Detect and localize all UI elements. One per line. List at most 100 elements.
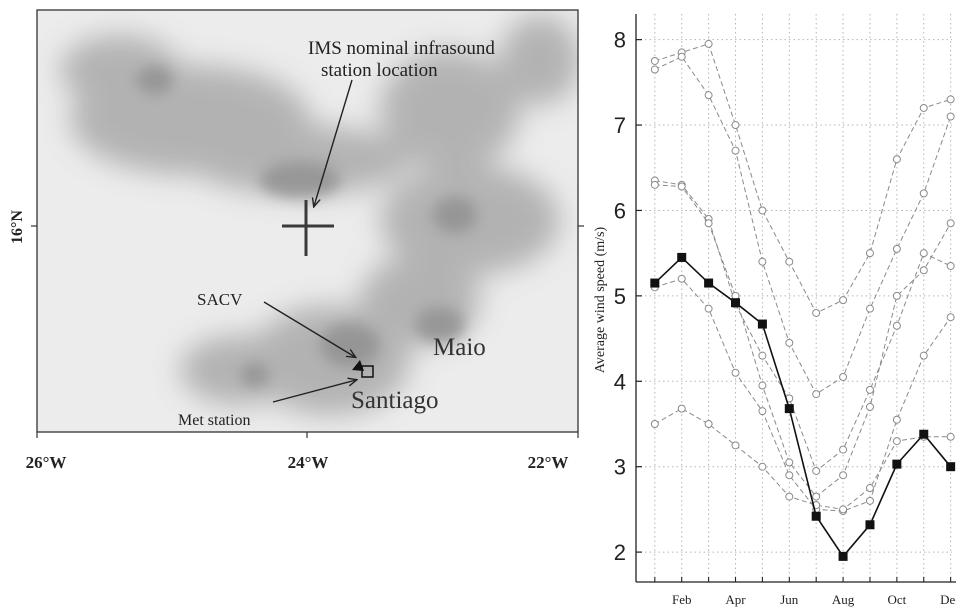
data-point-circle [704, 219, 713, 228]
data-point-square [650, 278, 660, 288]
lon-label-24w: 24°W [288, 453, 329, 472]
grid-layer [636, 14, 952, 582]
data-point-circle [758, 407, 767, 416]
data-point-square [757, 319, 767, 329]
data-point-circle [865, 385, 874, 394]
lon-label-26w: 26°W [26, 453, 67, 472]
data-point-circle [704, 39, 713, 48]
data-point-circle [892, 291, 901, 300]
met-station-marker [361, 365, 374, 378]
series-layer [650, 39, 956, 561]
data-point-circle [812, 308, 821, 317]
series-light-circles [650, 39, 955, 317]
data-point-circle [919, 351, 928, 360]
x-tick-label: Dec [940, 592, 956, 607]
data-point-circle [892, 437, 901, 446]
data-point-circle [704, 91, 713, 100]
data-point-circle [758, 206, 767, 215]
series-line [654, 408, 951, 510]
data-point-circle [812, 492, 821, 501]
lat-label: 16°N [9, 210, 26, 244]
data-point-circle [839, 445, 848, 454]
data-point-circle [731, 146, 740, 155]
data-point-circle [839, 373, 848, 382]
x-tick-label: Aug [832, 592, 855, 607]
data-point-circle [946, 432, 955, 441]
data-point-circle [758, 257, 767, 266]
series-line [654, 180, 951, 472]
data-point-circle [758, 381, 767, 390]
series-line [654, 43, 951, 314]
data-point-circle [946, 219, 955, 228]
data-point-circle [704, 304, 713, 313]
y-axis-title: Average wind speed (m/s) [593, 227, 608, 374]
ims-label-line1: IMS nominal infrasound [308, 38, 495, 59]
y-tick-label: 5 [614, 284, 626, 309]
data-point-square [784, 404, 794, 414]
data-point-circle [839, 505, 848, 514]
data-point-circle [785, 492, 794, 501]
terrain-shading [60, 15, 578, 415]
lon-label-22w: 22°W [528, 453, 569, 472]
ims-arrow [314, 79, 353, 206]
series-light-circles [650, 404, 955, 514]
data-point-circle [865, 402, 874, 411]
data-point-square [865, 520, 875, 530]
series-light-circles [650, 180, 955, 501]
data-point-circle [731, 368, 740, 377]
axis-layer [635, 14, 956, 583]
data-point-square [677, 252, 687, 262]
data-point-square [811, 511, 821, 521]
series-bold-squares [650, 252, 956, 561]
data-point-circle [919, 249, 928, 258]
data-point-circle [812, 390, 821, 399]
data-point-circle [785, 338, 794, 347]
data-point-circle [731, 121, 740, 130]
data-point-circle [946, 261, 955, 270]
map-panel: IMS nominal infrasound station location … [9, 9, 584, 472]
data-point-circle [919, 266, 928, 275]
data-point-square [919, 429, 929, 439]
y-tick-label: 4 [614, 369, 626, 394]
data-point-square [731, 298, 741, 308]
data-point-circle [946, 313, 955, 322]
ims-label-line2: station location [321, 60, 438, 81]
data-point-circle [677, 274, 686, 283]
santiago-label: Santiago [351, 387, 439, 414]
series-line [654, 56, 952, 395]
data-point-circle [677, 404, 686, 413]
data-point-circle [839, 471, 848, 480]
data-point-circle [650, 65, 659, 74]
data-point-circle [704, 419, 713, 428]
x-tick-label: Jun [780, 592, 799, 607]
x-tick-label: Oct [887, 592, 906, 607]
data-point-circle [892, 155, 901, 164]
data-point-circle [785, 458, 794, 467]
x-tick-labels: Feb Apr Jun Aug Oct Dec [654, 577, 956, 607]
y-tick-label: 2 [614, 540, 626, 565]
met-arrow [272, 380, 356, 403]
y-tick-label: 8 [614, 28, 626, 53]
data-point-circle [919, 189, 928, 198]
data-point-circle [946, 112, 955, 121]
data-point-circle [785, 471, 794, 480]
series-light-circles [650, 176, 955, 475]
data-point-circle [731, 441, 740, 450]
data-point-square [892, 459, 902, 469]
series-line [654, 278, 952, 512]
data-point-circle [758, 462, 767, 471]
data-point-circle [677, 52, 686, 61]
data-point-circle [865, 496, 874, 505]
data-point-circle [650, 180, 659, 189]
data-point-circle [865, 249, 874, 258]
data-point-square [704, 278, 714, 288]
wind-chart: 2 3 4 5 6 7 8 Feb Apr Jun Aug Oct Dec Average wind … [593, 14, 956, 607]
series-line [654, 256, 952, 558]
data-point-circle [892, 321, 901, 330]
x-tick-label: Apr [725, 592, 746, 607]
sacv-arrow [263, 301, 355, 357]
maio-label: Maio [433, 334, 486, 361]
data-point-circle [839, 296, 848, 305]
sacv-label: SACV [197, 290, 243, 309]
